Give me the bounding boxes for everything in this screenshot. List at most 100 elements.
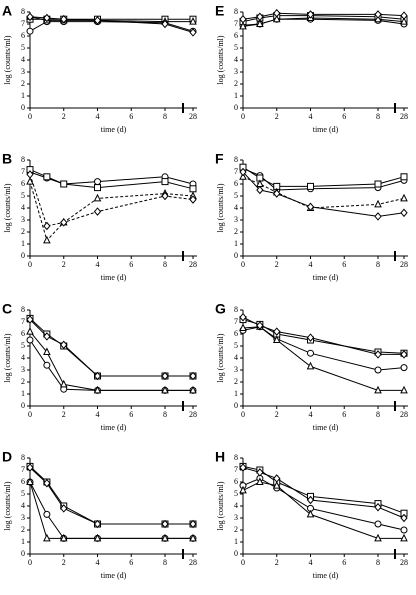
y-tick-label: 8: [21, 7, 25, 16]
series-line: [29, 319, 193, 377]
marker: [94, 178, 101, 186]
y-tick-label: 5: [234, 489, 238, 498]
y-tick-label: 8: [21, 453, 25, 462]
marker: [400, 16, 408, 25]
y-tick-label: 6: [21, 31, 25, 40]
x-axis-label: time (d): [101, 125, 127, 134]
marker: [306, 509, 315, 518]
x-axis-label: time (d): [313, 125, 339, 134]
y-tick-label: 3: [234, 365, 238, 374]
x-tick-label: 28: [400, 410, 408, 419]
x-axis-label: time (d): [313, 273, 339, 282]
x-tick-label: 4: [96, 112, 100, 121]
marker: [239, 323, 247, 331]
x-tick-label: 8: [376, 112, 380, 121]
marker: [400, 526, 408, 534]
x-tick-label: 28: [189, 112, 197, 121]
x-tick-label: 0: [241, 112, 245, 121]
series-line: [242, 326, 405, 371]
series-line: [242, 467, 405, 519]
y-tick-label: 0: [234, 549, 238, 558]
x-tick-label: 28: [189, 558, 197, 567]
marker: [239, 21, 247, 30]
marker: [374, 212, 382, 221]
x-tick-label: 0: [241, 410, 245, 419]
marker: [26, 477, 34, 485]
x-tick-label: 6: [342, 260, 346, 269]
x-tick-label: 4: [96, 410, 100, 419]
y-tick-label: 1: [21, 239, 25, 248]
marker: [374, 350, 382, 359]
y-tick-label: 6: [234, 329, 238, 338]
series-line: [29, 169, 194, 190]
panel-label: E: [215, 3, 224, 19]
marker: [43, 13, 51, 23]
marker: [239, 14, 247, 24]
y-tick-label: 3: [234, 67, 238, 76]
marker: [43, 347, 51, 355]
y-tick-label: 3: [234, 513, 238, 522]
y-tick-label: 7: [21, 167, 25, 176]
y-tick-label: 6: [234, 179, 238, 188]
marker: [374, 10, 382, 19]
marker: [239, 312, 247, 322]
marker: [26, 326, 34, 335]
marker: [256, 321, 264, 330]
x-tick-label: 2: [62, 260, 66, 269]
x-tick-label: 6: [129, 558, 133, 567]
y-tick-label: 0: [21, 103, 25, 112]
marker: [43, 510, 51, 518]
y-tick-label: 0: [234, 401, 238, 410]
x-axis-label: time (d): [101, 273, 127, 282]
y-tick-label: 5: [21, 191, 25, 200]
y-tick-label: 0: [234, 251, 238, 260]
y-tick-label: 0: [21, 401, 25, 410]
marker: [306, 333, 315, 342]
marker: [256, 12, 264, 22]
x-axis-label: time (d): [101, 423, 127, 432]
y-tick-label: 3: [21, 67, 25, 76]
marker: [374, 199, 382, 208]
panel-label: C: [2, 301, 12, 317]
x-tick-label: 28: [189, 410, 197, 419]
y-tick-label: 1: [234, 91, 238, 100]
marker: [256, 185, 264, 195]
y-tick-label: 2: [234, 227, 238, 236]
marker: [59, 379, 68, 388]
marker: [189, 28, 197, 37]
y-tick-label: 4: [21, 55, 25, 64]
marker: [273, 327, 281, 336]
marker: [272, 480, 281, 489]
y-tick-label: 8: [21, 155, 25, 164]
marker: [161, 533, 169, 542]
marker: [189, 519, 197, 529]
y-tick-label: 1: [21, 389, 25, 398]
panel-label: A: [2, 3, 12, 19]
y-tick-label: 2: [234, 377, 238, 386]
marker: [239, 463, 247, 472]
marker: [93, 193, 102, 202]
y-axis-label: log (counts/ml): [216, 481, 225, 530]
x-tick-label: 8: [163, 558, 167, 567]
x-tick-label: 2: [275, 410, 279, 419]
x-tick-label: 28: [400, 558, 408, 567]
x-tick-label: 28: [189, 260, 197, 269]
series-line: [29, 339, 193, 391]
y-tick-label: 2: [21, 79, 25, 88]
x-tick-label: 2: [62, 558, 66, 567]
series-line: [242, 481, 404, 539]
series-line: [29, 481, 193, 539]
y-tick-label: 3: [21, 215, 25, 224]
marker: [256, 468, 264, 477]
marker: [93, 207, 102, 216]
x-tick-label: 6: [129, 112, 133, 121]
x-tick-label: 4: [309, 558, 313, 567]
marker: [273, 189, 281, 198]
y-tick-label: 0: [21, 251, 25, 260]
marker: [43, 173, 51, 181]
y-tick-label: 0: [234, 103, 238, 112]
marker: [307, 349, 314, 357]
